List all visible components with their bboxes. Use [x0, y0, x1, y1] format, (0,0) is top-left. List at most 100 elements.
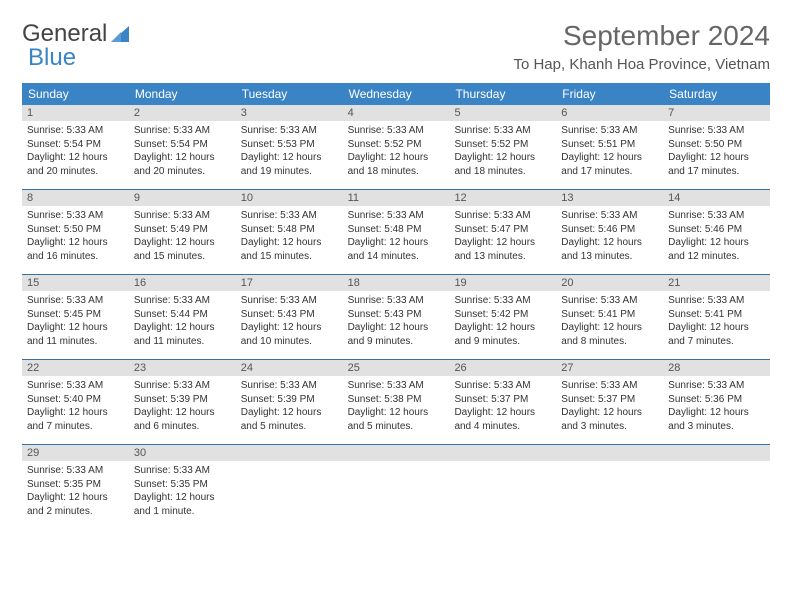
sunrise-text: Sunrise: 5:33 AM — [348, 209, 445, 223]
day-number: 17 — [236, 275, 343, 291]
sunrise-text: Sunrise: 5:33 AM — [134, 124, 231, 138]
sunrise-text: Sunrise: 5:33 AM — [668, 209, 765, 223]
daylight-text: Daylight: 12 hours and 19 minutes. — [241, 151, 338, 178]
cell-body: Sunrise: 5:33 AMSunset: 5:48 PMDaylight:… — [343, 206, 450, 268]
cell-body: Sunrise: 5:33 AMSunset: 5:43 PMDaylight:… — [343, 291, 450, 353]
sunset-text: Sunset: 5:44 PM — [134, 308, 231, 322]
cell-body: Sunrise: 5:33 AMSunset: 5:44 PMDaylight:… — [129, 291, 236, 353]
calendar-cell: 27Sunrise: 5:33 AMSunset: 5:37 PMDayligh… — [556, 360, 663, 444]
calendar-cell: 8Sunrise: 5:33 AMSunset: 5:50 PMDaylight… — [22, 190, 129, 274]
calendar-cell — [236, 445, 343, 529]
location: To Hap, Khanh Hoa Province, Vietnam — [513, 56, 770, 73]
header: General September 2024 To Hap, Khanh Hoa… — [22, 20, 770, 73]
week-row: 8Sunrise: 5:33 AMSunset: 5:50 PMDaylight… — [22, 190, 770, 275]
calendar-cell: 26Sunrise: 5:33 AMSunset: 5:37 PMDayligh… — [449, 360, 556, 444]
cell-body: Sunrise: 5:33 AMSunset: 5:52 PMDaylight:… — [449, 121, 556, 183]
day-number: 23 — [129, 360, 236, 376]
daylight-text: Daylight: 12 hours and 17 minutes. — [561, 151, 658, 178]
daylight-text: Daylight: 12 hours and 18 minutes. — [348, 151, 445, 178]
day-number: 19 — [449, 275, 556, 291]
cell-body: Sunrise: 5:33 AMSunset: 5:51 PMDaylight:… — [556, 121, 663, 183]
sunset-text: Sunset: 5:43 PM — [241, 308, 338, 322]
calendar-cell: 18Sunrise: 5:33 AMSunset: 5:43 PMDayligh… — [343, 275, 450, 359]
sunrise-text: Sunrise: 5:33 AM — [454, 294, 551, 308]
sunset-text: Sunset: 5:52 PM — [348, 138, 445, 152]
sunrise-text: Sunrise: 5:33 AM — [454, 379, 551, 393]
logo-word2: Blue — [28, 44, 76, 72]
daylight-text: Daylight: 12 hours and 14 minutes. — [348, 236, 445, 263]
title-block: September 2024 To Hap, Khanh Hoa Provinc… — [513, 20, 770, 73]
calendar-cell — [663, 445, 770, 529]
calendar-cell: 3Sunrise: 5:33 AMSunset: 5:53 PMDaylight… — [236, 105, 343, 189]
day-number: 1 — [22, 105, 129, 121]
day-number: 25 — [343, 360, 450, 376]
daylight-text: Daylight: 12 hours and 15 minutes. — [134, 236, 231, 263]
daylight-text: Daylight: 12 hours and 18 minutes. — [454, 151, 551, 178]
daylight-text: Daylight: 12 hours and 3 minutes. — [668, 406, 765, 433]
calendar-cell: 20Sunrise: 5:33 AMSunset: 5:41 PMDayligh… — [556, 275, 663, 359]
logo-sail-icon — [109, 24, 131, 44]
calendar-cell: 21Sunrise: 5:33 AMSunset: 5:41 PMDayligh… — [663, 275, 770, 359]
sunrise-text: Sunrise: 5:33 AM — [454, 124, 551, 138]
day-header-row: SundayMondayTuesdayWednesdayThursdayFrid… — [22, 83, 770, 105]
day-number: 14 — [663, 190, 770, 206]
sunset-text: Sunset: 5:42 PM — [454, 308, 551, 322]
sunset-text: Sunset: 5:39 PM — [241, 393, 338, 407]
calendar-cell: 4Sunrise: 5:33 AMSunset: 5:52 PMDaylight… — [343, 105, 450, 189]
calendar-cell: 14Sunrise: 5:33 AMSunset: 5:46 PMDayligh… — [663, 190, 770, 274]
sunset-text: Sunset: 5:53 PM — [241, 138, 338, 152]
daylight-text: Daylight: 12 hours and 4 minutes. — [454, 406, 551, 433]
day-number: 20 — [556, 275, 663, 291]
cell-body: Sunrise: 5:33 AMSunset: 5:39 PMDaylight:… — [129, 376, 236, 438]
cell-body: Sunrise: 5:33 AMSunset: 5:37 PMDaylight:… — [556, 376, 663, 438]
sunrise-text: Sunrise: 5:33 AM — [348, 124, 445, 138]
day-header-cell: Saturday — [663, 83, 770, 105]
cell-body: Sunrise: 5:33 AMSunset: 5:41 PMDaylight:… — [556, 291, 663, 353]
day-number: 7 — [663, 105, 770, 121]
day-number — [556, 445, 663, 461]
sunrise-text: Sunrise: 5:33 AM — [561, 209, 658, 223]
daylight-text: Daylight: 12 hours and 17 minutes. — [668, 151, 765, 178]
day-number: 16 — [129, 275, 236, 291]
sunrise-text: Sunrise: 5:33 AM — [241, 124, 338, 138]
sunrise-text: Sunrise: 5:33 AM — [27, 464, 124, 478]
day-number: 29 — [22, 445, 129, 461]
day-number: 15 — [22, 275, 129, 291]
sunrise-text: Sunrise: 5:33 AM — [668, 124, 765, 138]
day-number: 26 — [449, 360, 556, 376]
sunrise-text: Sunrise: 5:33 AM — [668, 294, 765, 308]
day-number: 8 — [22, 190, 129, 206]
sunset-text: Sunset: 5:38 PM — [348, 393, 445, 407]
sunrise-text: Sunrise: 5:33 AM — [27, 294, 124, 308]
day-number — [449, 445, 556, 461]
cell-body: Sunrise: 5:33 AMSunset: 5:53 PMDaylight:… — [236, 121, 343, 183]
cell-body: Sunrise: 5:33 AMSunset: 5:50 PMDaylight:… — [22, 206, 129, 268]
cell-body: Sunrise: 5:33 AMSunset: 5:40 PMDaylight:… — [22, 376, 129, 438]
sunset-text: Sunset: 5:49 PM — [134, 223, 231, 237]
week-row: 22Sunrise: 5:33 AMSunset: 5:40 PMDayligh… — [22, 360, 770, 445]
cell-body: Sunrise: 5:33 AMSunset: 5:54 PMDaylight:… — [22, 121, 129, 183]
calendar-cell — [556, 445, 663, 529]
cell-body: Sunrise: 5:33 AMSunset: 5:45 PMDaylight:… — [22, 291, 129, 353]
cell-body: Sunrise: 5:33 AMSunset: 5:43 PMDaylight:… — [236, 291, 343, 353]
day-number: 30 — [129, 445, 236, 461]
calendar-cell: 17Sunrise: 5:33 AMSunset: 5:43 PMDayligh… — [236, 275, 343, 359]
day-number — [663, 445, 770, 461]
calendar-cell: 10Sunrise: 5:33 AMSunset: 5:48 PMDayligh… — [236, 190, 343, 274]
daylight-text: Daylight: 12 hours and 3 minutes. — [561, 406, 658, 433]
month-title: September 2024 — [513, 20, 770, 52]
calendar-cell: 16Sunrise: 5:33 AMSunset: 5:44 PMDayligh… — [129, 275, 236, 359]
calendar-cell: 9Sunrise: 5:33 AMSunset: 5:49 PMDaylight… — [129, 190, 236, 274]
sunrise-text: Sunrise: 5:33 AM — [561, 379, 658, 393]
daylight-text: Daylight: 12 hours and 13 minutes. — [454, 236, 551, 263]
day-number: 9 — [129, 190, 236, 206]
cell-body: Sunrise: 5:33 AMSunset: 5:49 PMDaylight:… — [129, 206, 236, 268]
daylight-text: Daylight: 12 hours and 9 minutes. — [348, 321, 445, 348]
sunset-text: Sunset: 5:39 PM — [134, 393, 231, 407]
daylight-text: Daylight: 12 hours and 20 minutes. — [27, 151, 124, 178]
weeks-container: 1Sunrise: 5:33 AMSunset: 5:54 PMDaylight… — [22, 105, 770, 529]
sunrise-text: Sunrise: 5:33 AM — [668, 379, 765, 393]
day-number: 13 — [556, 190, 663, 206]
calendar-cell: 19Sunrise: 5:33 AMSunset: 5:42 PMDayligh… — [449, 275, 556, 359]
daylight-text: Daylight: 12 hours and 1 minute. — [134, 491, 231, 518]
